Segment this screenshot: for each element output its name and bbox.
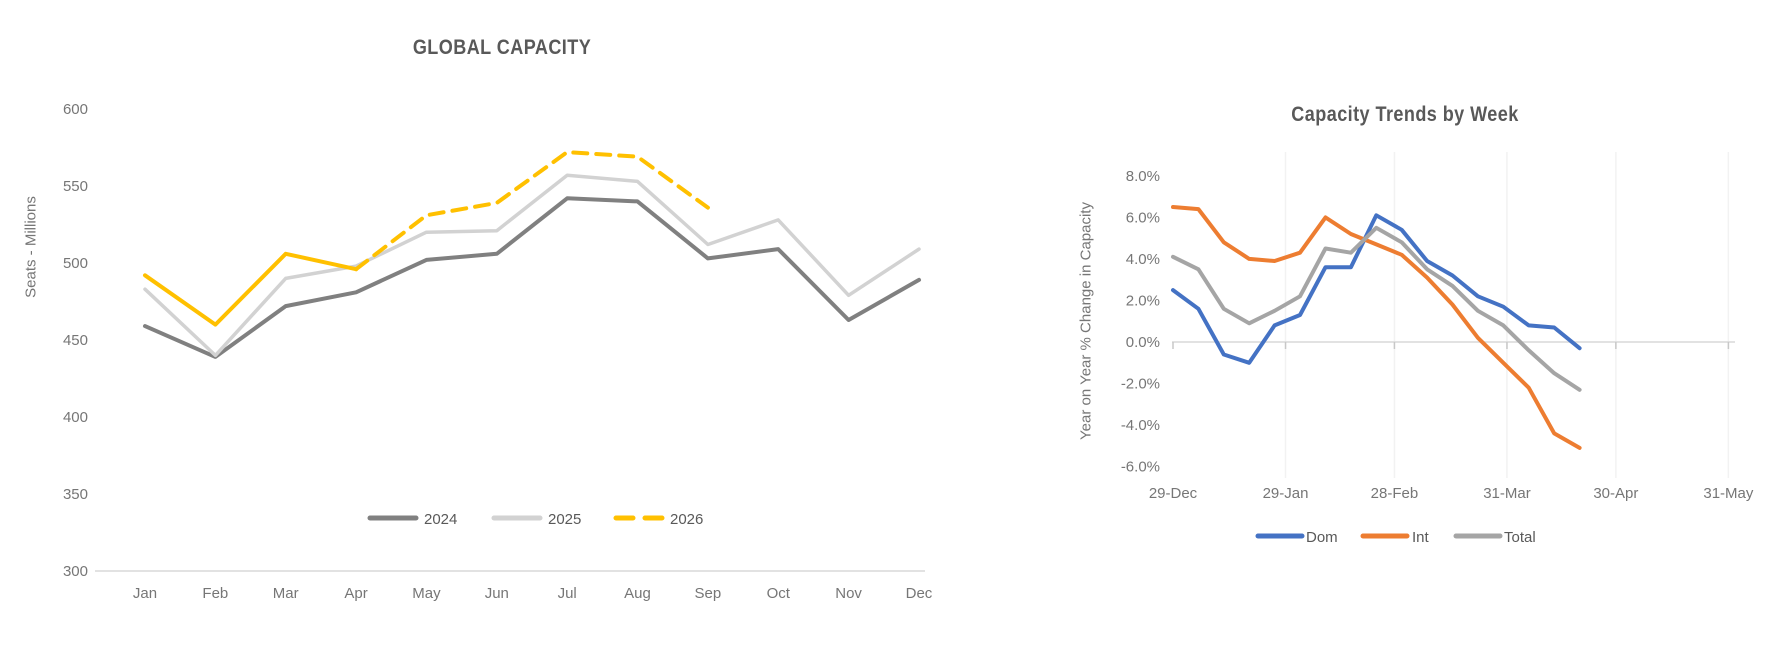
x-tick-label: Sep [695,585,722,602]
x-tick-label: 29-Dec [1149,485,1198,502]
x-tick-label: 31-May [1703,485,1754,502]
x-tick-label: Aug [624,585,651,602]
y-tick-label: -4.0% [1121,417,1160,434]
x-tick-label: 28-Feb [1371,485,1419,502]
y-tick-label: 450 [63,332,88,349]
y-tick-label: 8.0% [1126,168,1160,185]
y-tick-label: 600 [63,101,88,118]
y-tick-label: 0.0% [1126,334,1160,351]
series-line-2024 [143,196,921,359]
series-line-2025 [143,173,921,358]
y-tick-label: -6.0% [1121,459,1160,476]
y-tick-label: 300 [63,563,88,580]
x-tick-label: Oct [767,585,791,602]
y-tick-label: -2.0% [1121,376,1160,393]
legend-label-dom: Dom [1306,529,1338,546]
series-line-2026-solid [143,251,359,327]
legend-label-int: Int [1412,529,1430,546]
legend-label-2026: 2026 [670,511,703,528]
x-tick-label: Jan [133,585,157,602]
x-tick-label: 31-Mar [1483,485,1531,502]
y-tick-label: 4.0% [1126,251,1160,268]
x-tick-label: Feb [202,585,228,602]
y-tick-label: 550 [63,178,88,195]
y-tick-label: 500 [63,255,88,272]
capacity-trends-y-axis-title: Year on Year % Change in Capacity [1077,202,1095,440]
x-tick-label: Nov [835,585,862,602]
legend-label-2025: 2025 [548,511,581,528]
y-tick-label: 2.0% [1126,292,1160,309]
x-tick-label: Mar [273,585,299,602]
y-tick-label: 350 [63,486,88,503]
y-tick-label: 400 [63,409,88,426]
x-tick-label: 29-Jan [1263,485,1309,502]
capacity-trends-chart-title: Capacity Trends by Week [1291,103,1519,126]
global-capacity-y-axis-title: Seats - Millions [22,196,40,298]
x-tick-label: Apr [344,585,367,602]
x-tick-label: Jun [485,585,509,602]
legend-label-2024: 2024 [424,511,457,528]
series-line-total [1171,225,1582,392]
series-line-int [1171,205,1582,450]
global-capacity-chart-title: GLOBAL CAPACITY [412,36,592,59]
x-tick-label: 30-Apr [1593,485,1638,502]
series-line-2026-dashed [354,150,710,272]
series-line-dom [1171,213,1582,365]
x-tick-label: May [412,585,441,602]
x-tick-label: Jul [558,585,577,602]
legend-label-total: Total [1504,529,1536,546]
y-tick-label: 6.0% [1126,209,1160,226]
x-tick-label: Dec [906,585,933,602]
